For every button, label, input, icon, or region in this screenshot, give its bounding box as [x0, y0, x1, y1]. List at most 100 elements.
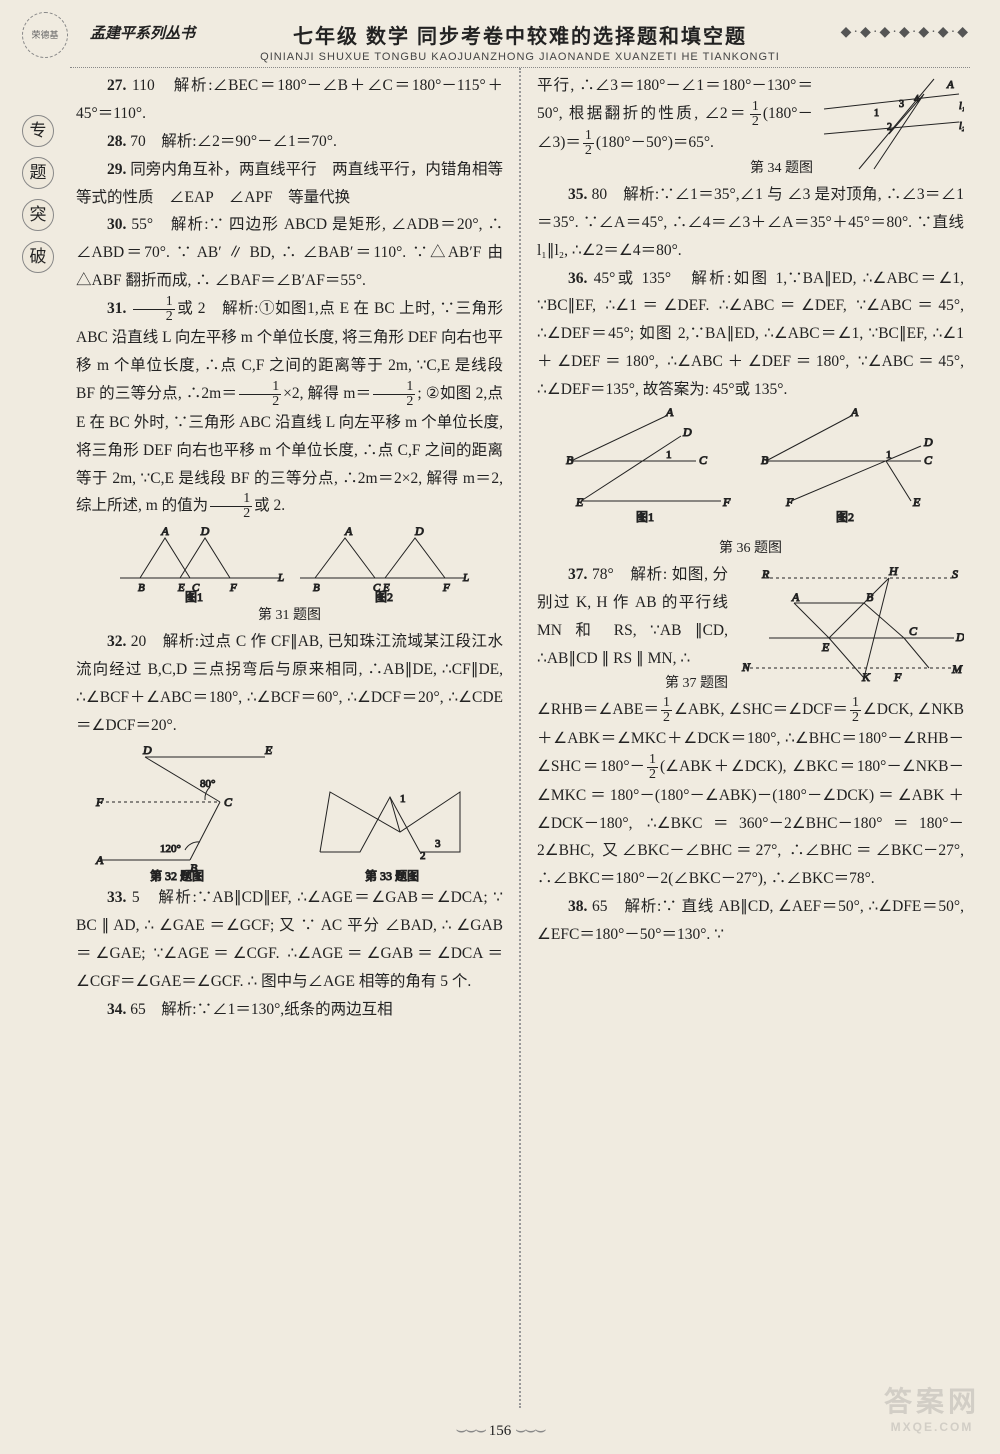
q35-num: 35. — [568, 186, 587, 203]
figure-36: A B C D E F 1 图1 A B C D — [551, 406, 951, 536]
q31-t4: 或 2. — [254, 497, 285, 514]
q27: 27. 110 解析:∠BEC＝180°－∠B＋∠C＝180°－115°＋45°… — [76, 72, 503, 128]
q37-num: 37. — [568, 566, 587, 583]
svg-text:D: D — [923, 435, 933, 449]
svg-text:A: A — [95, 853, 104, 867]
svg-text:D: D — [414, 524, 424, 538]
q37-t5: (∠ABK＋∠DCK), ∠BKC＝180°－∠NKB－∠MKC＝180°－(1… — [537, 758, 964, 888]
q31-ans: 或 2 — [177, 300, 206, 317]
column-divider — [519, 68, 521, 1408]
svg-text:3: 3 — [899, 99, 904, 110]
frac-icon: 12 — [583, 129, 594, 158]
q37-ans: 78° — [592, 566, 614, 583]
svg-text:D: D — [142, 743, 152, 757]
svg-text:80°: 80° — [200, 778, 215, 790]
q33-num: 33. — [107, 889, 126, 906]
svg-text:R: R — [761, 567, 770, 581]
q27-num: 27. — [107, 77, 126, 94]
q38: 38. 65 解析:∵ 直线 AB∥CD, ∠AEF＝50°, ∴∠DFE＝50… — [537, 893, 964, 949]
q32: 32. 20 解析:过点 C 作 CF∥AB, 已知珠江流域某江段江水流向经过 … — [76, 628, 503, 740]
q33-ans: 5 — [132, 889, 140, 906]
svg-text:A: A — [946, 79, 954, 91]
svg-text:2: 2 — [887, 122, 892, 133]
side-char-2: 题 — [22, 157, 54, 189]
svg-text:M: M — [951, 662, 963, 676]
svg-text:C: C — [924, 453, 933, 467]
svg-text:4: 4 — [914, 94, 919, 105]
svg-text:图1: 图1 — [636, 510, 654, 524]
q28: 28. 70 解析:∠2＝90°－∠1＝70°. — [76, 128, 503, 156]
svg-text:F: F — [722, 495, 731, 509]
side-labels: 专 题 突 破 — [22, 105, 56, 283]
svg-text:A: A — [344, 524, 353, 538]
q28-text: 解析:∠2＝90°－∠1＝70°. — [161, 133, 337, 150]
svg-text:N: N — [741, 660, 751, 674]
svg-text:120°: 120° — [160, 843, 181, 855]
q31-num: 31. — [107, 300, 126, 317]
side-char-3: 突 — [22, 199, 54, 231]
q31: 31. 12或 2 解析:①如图1,点 E 在 BC 上时, ∵三角形 ABC … — [76, 295, 503, 521]
frac-icon: 12 — [210, 492, 252, 521]
figure-36-caption: 第 36 题图 — [537, 536, 964, 561]
page-header: 孟建平系列丛书 七年级 数学 同步考卷中较难的选择题和填空题 QINIANJI … — [70, 20, 970, 68]
svg-text:F: F — [785, 495, 794, 509]
svg-text:A: A — [160, 524, 169, 538]
svg-text:F: F — [229, 582, 237, 594]
q28-ans: 70 — [130, 133, 146, 150]
q33-text: 解析:∵AB∥CD∥EF, ∴∠AGE＝∠GAB＝∠DCA; ∵ BC ∥ AD… — [76, 889, 503, 990]
q28-num: 28. — [107, 133, 126, 150]
svg-text:L: L — [277, 572, 284, 584]
svg-text:l₁: l₁ — [959, 101, 964, 112]
svg-text:A: A — [850, 406, 859, 419]
frac-icon: 12 — [239, 380, 281, 409]
svg-text:C: C — [224, 795, 233, 809]
page-number: ⌣⌣⌣ 156 ⌣⌣⌣ — [0, 1419, 1000, 1440]
page-number-value: 156 — [489, 1423, 512, 1439]
q36-num: 36. — [568, 270, 587, 287]
figure-31-caption: 第 31 题图 — [76, 603, 503, 628]
svg-text:D: D — [199, 524, 209, 538]
svg-text:图2: 图2 — [375, 590, 393, 603]
svg-text:图2: 图2 — [836, 510, 854, 524]
svg-text:C: C — [909, 624, 918, 638]
q29-num: 29. — [107, 161, 126, 178]
svg-text:B: B — [313, 582, 320, 594]
page-deco-right: ⌣⌣⌣ — [515, 1419, 545, 1439]
svg-text:F: F — [95, 795, 104, 809]
page: 荣德基 ◆·◆·◆·◆·◆·◆·◆ 孟建平系列丛书 七年级 数学 同步考卷中较难… — [0, 0, 1000, 1454]
q31-t2: ×2, 解得 m＝ — [283, 385, 371, 402]
watermark-big: 答案网 — [884, 1386, 980, 1417]
q29: 29. 同旁内角互补，两直线平行 两直线平行，内错角相等 等式的性质 ∠EAP … — [76, 156, 503, 212]
svg-text:S: S — [952, 567, 958, 581]
svg-text:D: D — [682, 425, 692, 439]
q30: 30. 55° 解析:∵ 四边形 ABCD 是矩形, ∠ADB＝20°, ∴ ∠… — [76, 211, 503, 295]
right-column: A 1 3 4 2 l₁ l₂ 平行, ∴∠3＝180°－∠1＝180°－130… — [531, 68, 970, 1408]
q33: 33. 5 解析:∵AB∥CD∥EF, ∴∠AGE＝∠GAB＝∠DCA; ∵ B… — [76, 884, 503, 996]
frac-icon: 12 — [750, 100, 761, 129]
q36-text: 解析:如图 1,∵BA∥ED, ∴∠ABC＝∠1, ∵BC∥EF, ∴∠1＝∠D… — [537, 270, 964, 399]
svg-text:1: 1 — [874, 108, 879, 119]
svg-text:1: 1 — [400, 793, 406, 805]
q30-num: 30. — [107, 216, 126, 233]
figure-37: R S H A B C D E N K F M — [734, 563, 964, 693]
svg-text:l₂: l₂ — [959, 121, 964, 132]
figure-34: A 1 3 4 2 l₁ l₂ — [819, 74, 964, 174]
page-deco-left: ⌣⌣⌣ — [455, 1419, 485, 1439]
svg-text:F: F — [893, 670, 902, 684]
svg-text:E: E — [821, 640, 830, 654]
svg-text:B: B — [866, 590, 874, 604]
svg-text:H: H — [888, 564, 899, 578]
frac-icon: 12 — [661, 696, 672, 725]
q38-num: 38. — [568, 898, 587, 915]
q34a: 34. 65 解析:∵∠1＝130°,纸条的两边互相 — [76, 996, 503, 1024]
q38-ans: 65 — [592, 898, 608, 915]
frac-icon: 12 — [850, 696, 861, 725]
svg-text:E: E — [177, 582, 185, 594]
svg-text:1: 1 — [666, 449, 672, 461]
svg-text:D: D — [955, 630, 964, 644]
svg-text:A: A — [665, 406, 674, 419]
svg-text:2: 2 — [420, 850, 426, 862]
svg-text:A: A — [791, 590, 800, 604]
q30-ans: 55° — [131, 216, 153, 233]
svg-text:B: B — [138, 582, 145, 594]
